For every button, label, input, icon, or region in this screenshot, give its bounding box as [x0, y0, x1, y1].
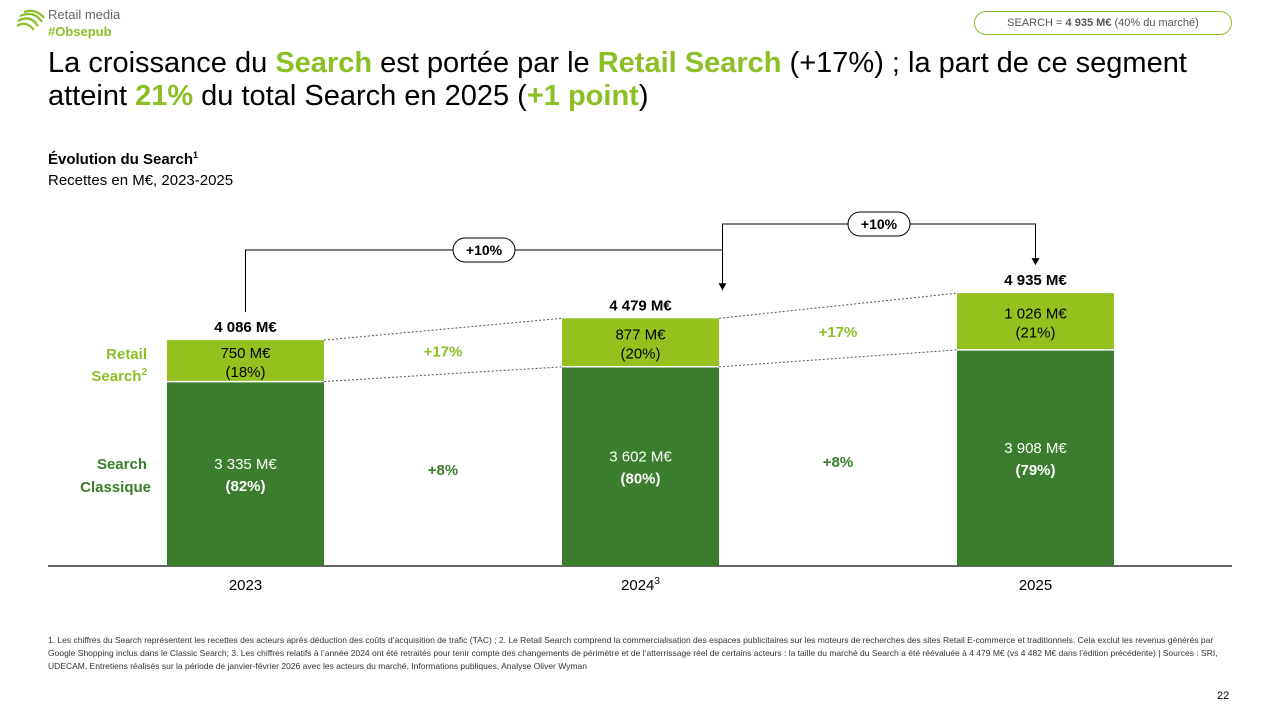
classique-share-label: (80%) — [620, 470, 660, 487]
connector-dotted — [718, 292, 958, 319]
page-title: La croissance du Search est portée par l… — [48, 47, 1248, 113]
chart-title-text: Évolution du Search — [48, 151, 194, 168]
x-tick-label: 20243 — [621, 576, 660, 594]
growth-pill — [452, 237, 516, 263]
classique-growth-label: +8% — [428, 462, 458, 479]
t: La croissance du — [48, 47, 276, 79]
brand-name: Retail media — [48, 7, 121, 22]
brand-hashtag: #Obsepub — [48, 24, 112, 39]
classique-share-label: (82%) — [225, 478, 265, 495]
retail-growth-label: +17% — [424, 344, 463, 361]
legend-retail: Search2 — [91, 367, 147, 385]
retail-growth-label: +17% — [819, 324, 858, 341]
total-label: 4 935 M€ — [1004, 272, 1067, 289]
t-h: Retail Search — [597, 47, 782, 79]
t: (+17%) ; la part de ce segment atteint — [48, 47, 1187, 112]
chart-title: Évolution du Search1 — [48, 150, 198, 168]
search-total-badge: SEARCH = 4 935 M€ (40% du marché) — [974, 11, 1232, 35]
retail-value-label: 750 M€ — [220, 345, 271, 362]
stacked-bar-chart: 3 335 M€ (82%) 750 M€ (18%) 4 086 M€ 2023 3 60… — [48, 211, 1232, 594]
page-number: 22 — [1217, 690, 1230, 702]
connector-dotted — [323, 366, 563, 383]
retail-share-label: (20%) — [620, 346, 660, 363]
classique-growth-label: +8% — [823, 454, 853, 471]
t-h: Search — [275, 47, 373, 79]
connector-dotted — [323, 317, 563, 341]
total-growth-label: +10% — [861, 216, 898, 232]
footnote: 1. Les chiffres du Search représentent l… — [48, 635, 1218, 671]
arrow-head-icon — [1031, 258, 1040, 266]
retail-value-label: 877 M€ — [615, 327, 666, 344]
legend-retail: Retail — [106, 346, 147, 363]
legend-classique: Search — [97, 456, 147, 473]
bar-retail-search — [167, 340, 324, 382]
retail-share-label: (21%) — [1015, 325, 1055, 342]
retail-share-label: (18%) — [225, 364, 265, 381]
chart-title-sup: 1 — [193, 150, 199, 160]
t: ) — [638, 80, 649, 112]
t-h: 21% — [135, 80, 194, 112]
badge-value: 4 935 M€ — [1065, 17, 1112, 29]
t-h: +1 point — [526, 80, 639, 112]
badge-prefix: SEARCH = — [1007, 17, 1066, 29]
classique-value-label: 3 335 M€ — [214, 456, 277, 473]
bar-search-classique — [562, 366, 719, 566]
growth-pill — [847, 211, 911, 237]
bar-search-classique — [957, 349, 1114, 566]
classique-value-label: 3 908 M€ — [1004, 440, 1067, 457]
legend-classique: Classique — [80, 479, 151, 496]
t: est portée par le — [372, 47, 598, 79]
chart-subtitle: Recettes en M€, 2023-2025 — [48, 172, 234, 189]
retail-value-label: 1 026 M€ — [1004, 306, 1067, 323]
x-tick-label: 2023 — [229, 577, 262, 594]
classique-share-label: (79%) — [1015, 462, 1055, 479]
bar-retail-search — [957, 293, 1114, 350]
total-label: 4 086 M€ — [214, 319, 277, 336]
total-growth-label: +10% — [466, 242, 503, 258]
connector-dotted — [718, 349, 958, 368]
obsepub-logo-icon — [16, 9, 45, 31]
bar-search-classique — [167, 381, 324, 566]
total-label: 4 479 M€ — [609, 297, 672, 314]
t: du total Search en 2025 ( — [193, 80, 527, 112]
badge-suffix: (40% du marché) — [1111, 17, 1199, 29]
classique-value-label: 3 602 M€ — [609, 448, 672, 465]
bar-retail-search — [562, 318, 719, 367]
x-tick-label: 2025 — [1019, 577, 1052, 594]
